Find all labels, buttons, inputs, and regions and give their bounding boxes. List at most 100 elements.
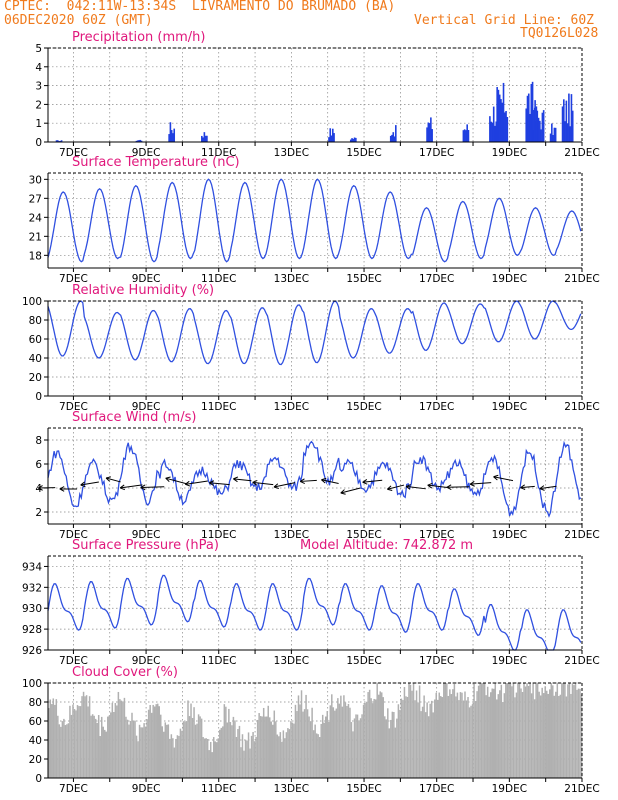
cloud-bar (108, 715, 111, 778)
cloud-bar (474, 701, 477, 778)
cloud-bar (545, 690, 548, 778)
cloud-bar (544, 686, 546, 778)
wind-arrowhead (427, 482, 433, 489)
cloud-bar (567, 684, 569, 778)
wind-vector (140, 486, 165, 489)
cloud-bar (120, 700, 123, 778)
panel-title: Surface Wind (m/s) (72, 410, 196, 425)
y-tick-label: 930 (22, 603, 42, 615)
cloud-bar (456, 692, 459, 778)
cloud-bar (497, 694, 500, 778)
cloud-bar (238, 725, 241, 778)
precip-bar (206, 135, 208, 142)
precip-bar (351, 138, 353, 142)
y-tick-label: 60 (29, 334, 42, 346)
precip-bar (170, 130, 173, 142)
cloud-bar (470, 705, 472, 778)
cloud-bar (309, 721, 312, 778)
cloud-bar (573, 685, 575, 778)
cloud-bar (179, 728, 182, 778)
cloud-bar (412, 683, 415, 778)
cloud-bar (190, 703, 192, 778)
cloud-bar (499, 690, 501, 778)
cloud-bar (321, 714, 324, 778)
cloud-bar (341, 706, 344, 778)
y-tick-label: 5 (35, 43, 42, 55)
precip-bar (395, 125, 397, 142)
wind-arrowhead (446, 484, 452, 491)
cloud-bar (113, 711, 115, 778)
cloud-bar (408, 683, 410, 778)
cloud-bar (464, 691, 466, 778)
x-tick-label: 13DEC (274, 655, 309, 667)
cloud-bar (178, 735, 180, 778)
cloud-bar (564, 683, 566, 778)
cloud-bar (140, 727, 142, 778)
cloud-bar (580, 694, 583, 778)
precip-bar (491, 122, 494, 142)
precip-bar (55, 140, 58, 142)
cloud-bar (225, 706, 227, 778)
cloud-bar (303, 709, 306, 778)
cloud-bar (231, 725, 233, 778)
cloud-bar (90, 715, 92, 778)
y-tick-label: 1 (35, 118, 42, 130)
cloud-bar (414, 700, 416, 778)
x-tick-label: 21DEC (564, 529, 599, 541)
x-tick-label: 15DEC (346, 783, 381, 795)
cloud-bar (243, 750, 245, 778)
cloud-bar (66, 724, 68, 778)
cloud-bar (281, 741, 283, 778)
cloud-bar (67, 723, 70, 778)
cloud-bar (79, 706, 82, 778)
cloud-bar (562, 683, 565, 778)
cloud-bar (110, 712, 112, 778)
cloud-bar (317, 734, 319, 778)
precip-bar (563, 99, 565, 142)
cloud-bar (417, 702, 419, 778)
cloud-bar (329, 705, 332, 778)
precip-bar (530, 83, 533, 142)
cloud-bar (337, 698, 339, 778)
y-tick-label: 934 (22, 561, 42, 573)
cloud-bar (93, 715, 95, 778)
cloud-bar (199, 716, 201, 778)
cloud-bar (187, 700, 189, 778)
cloud-bar (424, 712, 427, 778)
cloud-bar (166, 724, 168, 778)
precip-bar (431, 129, 433, 142)
cloud-bar (438, 692, 441, 778)
cloud-bar (371, 703, 374, 778)
cloud-bar (324, 716, 327, 778)
cloud-bar (406, 696, 409, 778)
cloud-bar (91, 714, 94, 778)
precip-bar (427, 122, 430, 142)
cloud-bar (453, 683, 456, 778)
cloud-bar (229, 722, 232, 778)
cloud-bar (356, 714, 359, 778)
panel-title: Surface Temperature (nC) (72, 155, 240, 170)
y-tick-label: 2 (35, 99, 42, 111)
cloud-bar (72, 704, 74, 778)
x-tick-label: 19DEC (492, 273, 527, 285)
cloud-bar (125, 716, 127, 778)
y-tick-label: 80 (29, 697, 42, 709)
precip-bar (428, 123, 431, 142)
cloud-bar (500, 684, 503, 778)
cloud-bar (541, 687, 543, 778)
cloud-bar (483, 683, 486, 778)
x-tick-label: 21DEC (564, 147, 599, 159)
cloud-bar (296, 711, 298, 778)
x-tick-label: 17DEC (419, 147, 454, 159)
x-tick-label: 19DEC (492, 401, 527, 413)
x-tick-label: 15DEC (346, 655, 381, 667)
cloud-bar (402, 700, 404, 778)
x-tick-label: 13DEC (274, 783, 309, 795)
precip-bar (537, 117, 540, 142)
wind-vector (233, 478, 252, 482)
series-line (47, 574, 582, 651)
cloud-bar (264, 716, 266, 778)
precip-bar (527, 93, 530, 142)
cloud-bar (302, 711, 304, 778)
cloud-bar (149, 705, 151, 778)
